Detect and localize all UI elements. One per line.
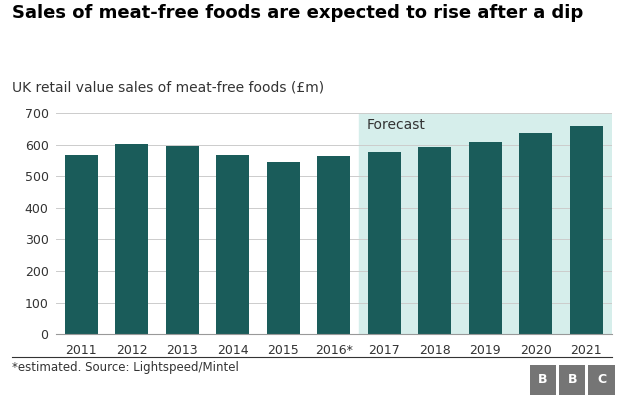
Bar [359,113,612,334]
Text: *estimated. Source: Lightspeed/Mintel: *estimated. Source: Lightspeed/Mintel [12,361,240,374]
Bar [368,152,401,334]
Bar [519,133,552,334]
Bar [166,146,199,334]
Bar [318,156,350,334]
Text: Forecast: Forecast [367,118,426,132]
Bar [65,155,98,334]
Bar [419,147,451,334]
Text: C: C [597,373,606,386]
Bar [570,126,603,334]
Text: UK retail value sales of meat-free foods (£m): UK retail value sales of meat-free foods… [12,81,324,95]
Bar [469,142,502,334]
Bar [217,155,249,334]
Text: B: B [538,373,548,386]
Bar [267,162,300,334]
Text: B: B [567,373,577,386]
Text: Sales of meat-free foods are expected to rise after a dip: Sales of meat-free foods are expected to… [12,4,583,22]
Bar [115,144,149,334]
